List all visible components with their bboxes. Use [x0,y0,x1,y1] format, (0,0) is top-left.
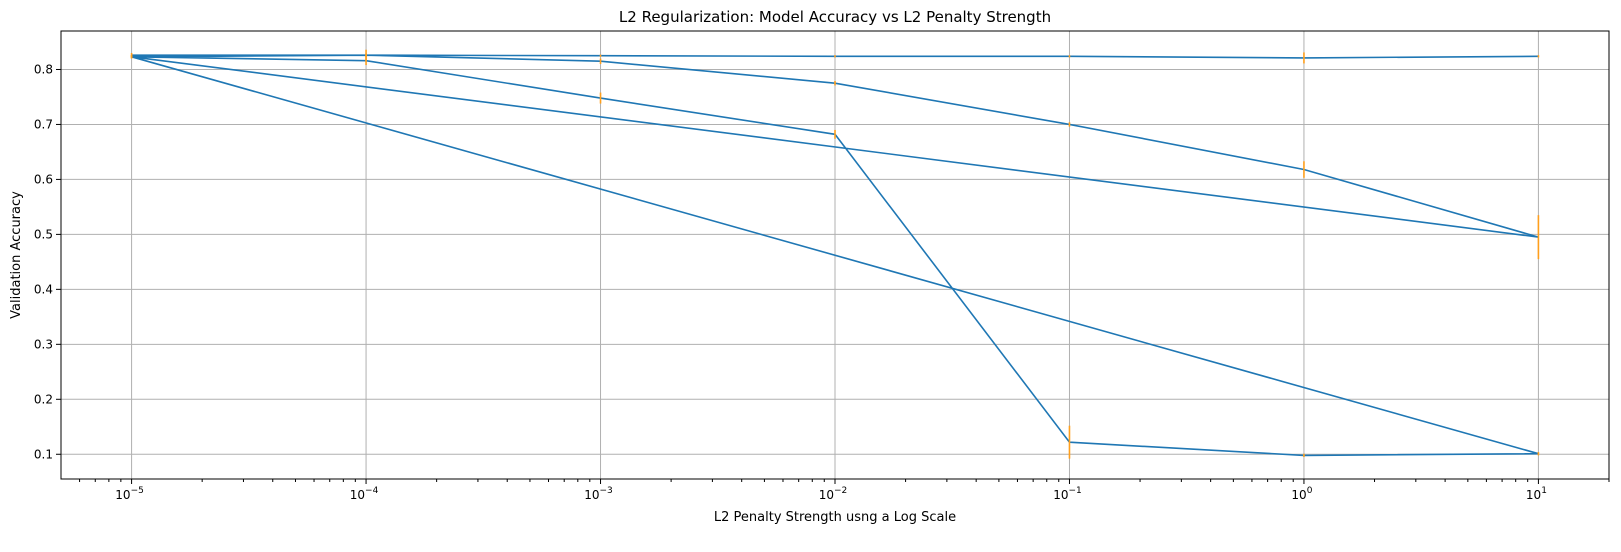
errorbar-layer [130,49,1540,459]
x-tick-exponent: 0 [1307,486,1313,496]
x-tick-base: 10 [115,488,130,502]
y-tick-label: 0.3 [34,337,53,351]
y-axis-label: Validation Accuracy [9,191,24,319]
x-tick-exponent: −3 [600,486,613,496]
grid [61,31,1609,479]
x-tick-label: 101 [1526,486,1547,502]
x-tick-label: 10−2 [819,486,848,502]
x-tick-exponent: −4 [365,486,379,496]
y-tick-label: 0.7 [34,117,53,131]
x-tick-label: 100 [1291,486,1312,502]
minor-ticks [79,479,1610,482]
x-tick-base: 10 [350,488,365,502]
x-tick-base: 10 [1053,488,1068,502]
x-tick-exponent: 1 [1541,486,1547,496]
y-tick-label: 0.6 [34,172,53,186]
y-tick-label: 0.4 [34,282,53,296]
x-tick-base: 10 [1291,488,1306,502]
y-tick-label: 0.1 [34,447,53,461]
y-tick-label: 0.2 [34,392,53,406]
x-tick-exponent: −1 [1068,486,1081,496]
x-tick-label: 10−3 [584,486,613,502]
chart-title: L2 Regularization: Model Accuracy vs L2 … [619,8,1051,26]
x-tick-base: 10 [819,488,834,502]
x-tick-exponent: −2 [834,486,847,496]
x-tick-label: 10−5 [115,486,144,502]
x-tick-exponent: −5 [131,486,144,496]
x-axis-ticks: 10−5 10−4 10−3 10−2 10−1 100 101 [115,479,1547,502]
x-tick-base: 10 [1526,488,1541,502]
y-tick-label: 0.5 [34,227,53,241]
x-tick-base: 10 [584,488,599,502]
y-axis-ticks: 0.1 0.2 0.3 0.4 0.5 0.6 0.7 0.8 [34,62,61,461]
x-tick-label: 10−1 [1053,486,1082,502]
x-tick-label: 10−4 [350,486,379,502]
x-axis-label: L2 Penalty Strength usng a Log Scale [714,510,956,525]
y-tick-label: 0.8 [34,62,53,76]
